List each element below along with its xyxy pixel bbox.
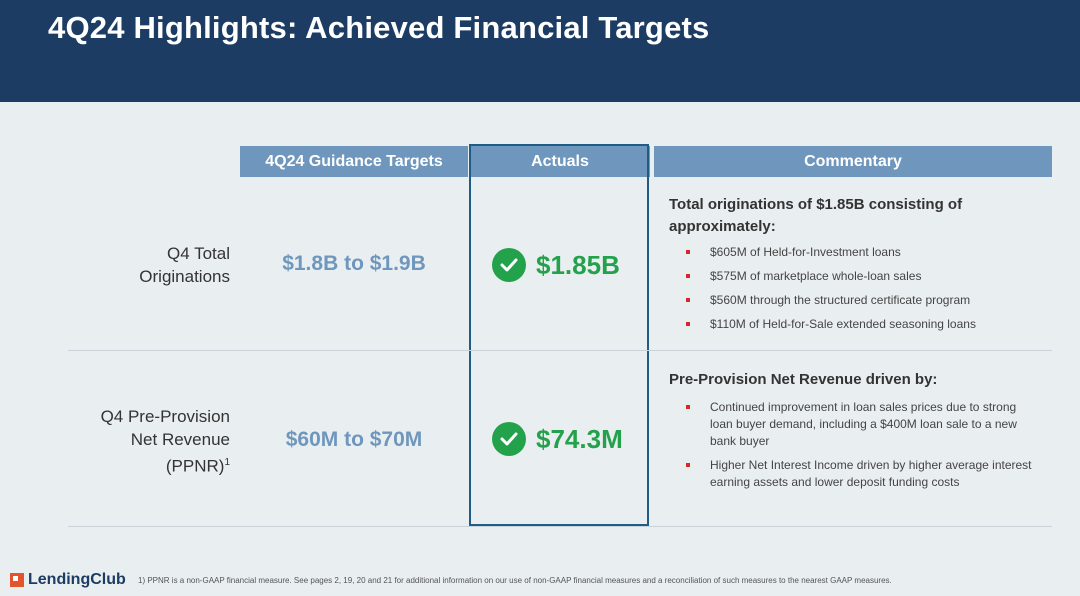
row-label-line: Q4 Total [166, 244, 230, 263]
row-label-text: (PPNR) [165, 456, 225, 476]
row-label-line: Net Revenue [130, 430, 230, 449]
row-label-ppnr: Q4 Pre-Provision Net Revenue (PPNR)1 [101, 405, 230, 478]
row-divider [68, 350, 1052, 351]
actual-originations: $1.85B [492, 248, 620, 282]
row-label-line: Originations [139, 267, 230, 286]
logo-mark-icon [10, 573, 24, 587]
list-item: $605M of Held-for-Investment loans [686, 244, 1036, 261]
list-item: $560M through the structured certificate… [686, 292, 1036, 309]
list-item: $110M of Held-for-Sale extended seasonin… [686, 316, 1036, 333]
row-label-originations: Q4 Total Originations [139, 242, 230, 288]
checkmark-icon [492, 248, 526, 282]
list-item: Continued improvement in loan sales pric… [686, 399, 1036, 450]
lendingclub-logo: LendingClub [10, 571, 126, 589]
actual-ppnr: $74.3M [492, 422, 623, 456]
column-header-actuals: Actuals [470, 146, 650, 177]
target-originations: $1.8B to $1.9B [282, 252, 426, 275]
row-divider [68, 526, 1052, 527]
column-header-commentary: Commentary [654, 146, 1052, 177]
actuals-highlight-box [469, 144, 649, 526]
row-label-line: (PPNR)1 [101, 451, 230, 478]
list-item: $575M of marketplace whole-loan sales [686, 268, 1036, 285]
actual-value: $1.85B [536, 249, 620, 280]
bullet-list-originations: $605M of Held-for-Investment loans $575M… [686, 244, 1036, 340]
slide-header: 4Q24 Highlights: Achieved Financial Targ… [0, 0, 1080, 102]
checkmark-icon [492, 422, 526, 456]
footnote-marker: 1 [224, 457, 230, 468]
bullet-list-ppnr: Continued improvement in loan sales pric… [686, 399, 1036, 498]
comment-title-ppnr: Pre-Provision Net Revenue driven by: [669, 371, 938, 388]
row-label-line: Q4 Pre-Provision [100, 407, 230, 426]
logo-text: LendingClub [28, 571, 126, 588]
comment-title-originations: Total originations of $1.85B consisting … [669, 196, 963, 235]
list-item: Higher Net Interest Income driven by hig… [686, 457, 1036, 491]
footnote: 1) PPNR is a non-GAAP financial measure.… [138, 576, 892, 585]
column-header-guidance: 4Q24 Guidance Targets [240, 146, 468, 177]
slide-title: 4Q24 Highlights: Achieved Financial Targ… [48, 10, 710, 45]
target-ppnr: $60M to $70M [285, 428, 423, 451]
actual-value: $74.3M [536, 423, 623, 454]
